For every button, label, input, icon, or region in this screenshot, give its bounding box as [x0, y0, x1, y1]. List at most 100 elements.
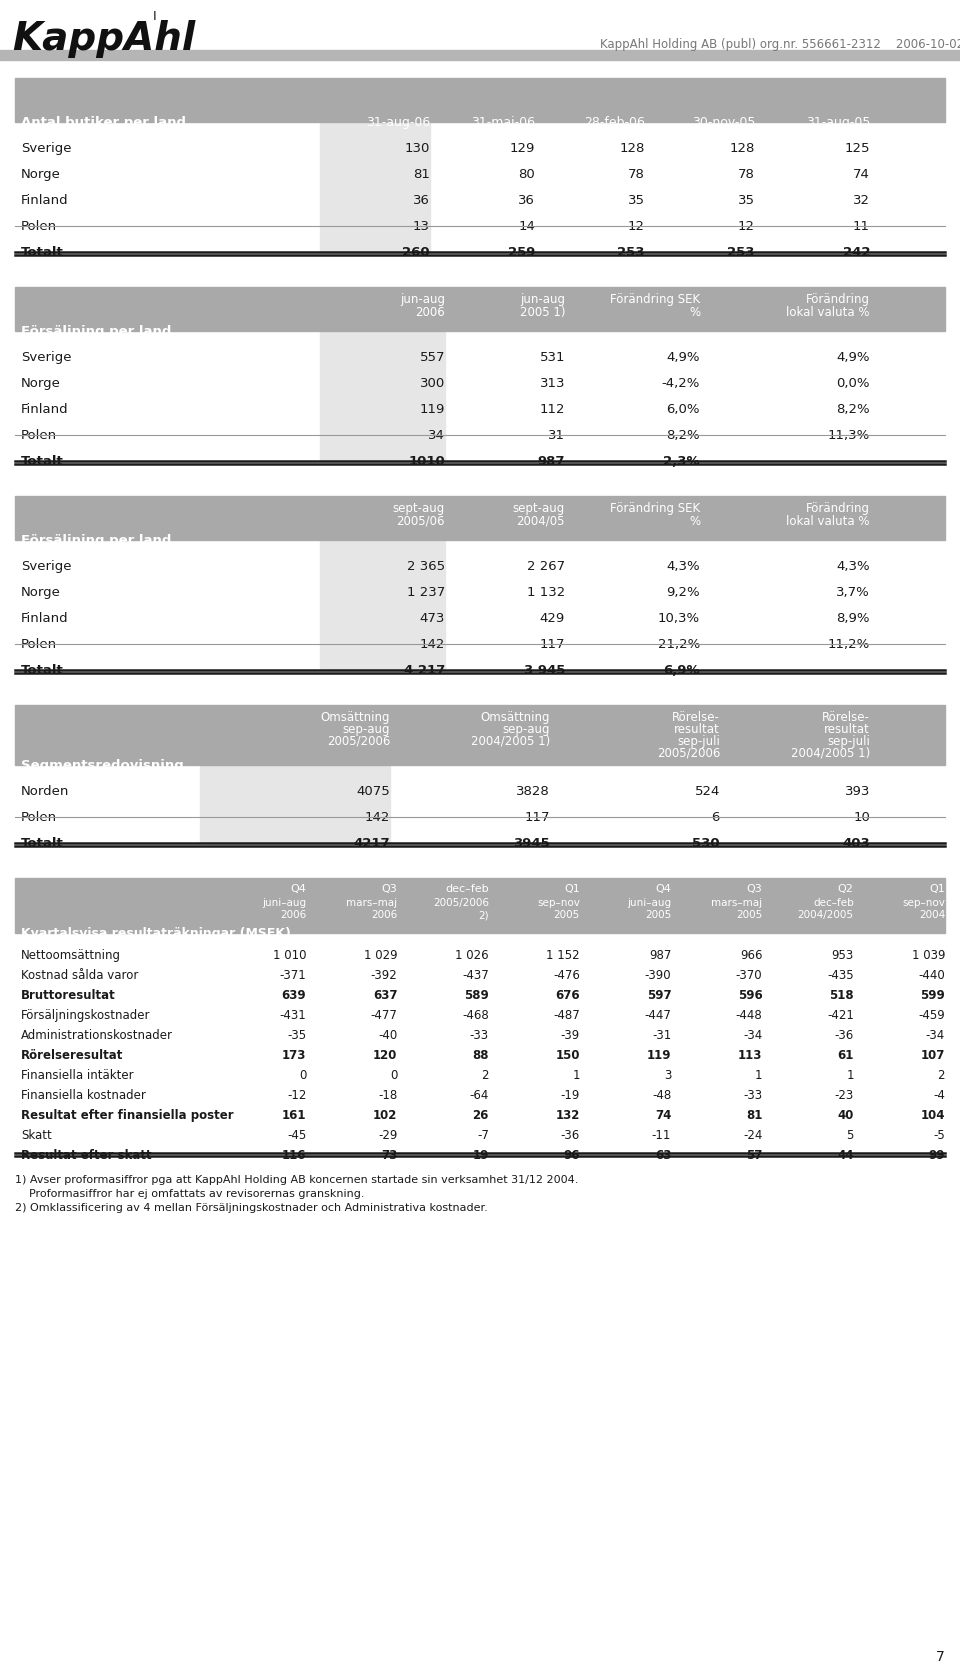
Text: sep-aug: sep-aug	[502, 724, 550, 735]
Text: 132: 132	[556, 1110, 580, 1121]
Text: 130: 130	[404, 142, 430, 155]
Text: 113: 113	[738, 1049, 762, 1063]
Text: 31-aug-06: 31-aug-06	[366, 115, 430, 129]
Text: Skatt: Skatt	[21, 1130, 52, 1141]
Text: 676: 676	[556, 989, 580, 1003]
Text: 2004/2005 1): 2004/2005 1)	[791, 747, 870, 760]
Text: 2005 1): 2005 1)	[519, 306, 565, 319]
Text: 117: 117	[540, 638, 565, 652]
Text: -23: -23	[834, 1089, 853, 1101]
Text: 253: 253	[728, 246, 755, 259]
Text: 596: 596	[737, 989, 762, 1003]
Text: 11: 11	[853, 221, 870, 232]
Text: 128: 128	[730, 142, 755, 155]
Text: -39: -39	[561, 1029, 580, 1043]
Text: Försäljning per land: Försäljning per land	[21, 324, 172, 338]
Text: Nettoomsättning: Nettoomsättning	[21, 949, 121, 962]
Text: -476: -476	[553, 969, 580, 983]
Text: sept-aug: sept-aug	[393, 501, 445, 515]
Text: -64: -64	[469, 1089, 489, 1101]
Text: Finland: Finland	[21, 403, 68, 416]
Text: 3: 3	[664, 1069, 671, 1083]
Text: 80: 80	[518, 169, 535, 180]
Text: -371: -371	[279, 969, 306, 983]
Text: Finland: Finland	[21, 612, 68, 625]
Text: Polen: Polen	[21, 429, 58, 443]
Text: 0: 0	[390, 1069, 397, 1083]
Text: 173: 173	[282, 1049, 306, 1063]
Text: 4,3%: 4,3%	[836, 560, 870, 573]
Text: 4 217: 4 217	[404, 663, 445, 677]
Text: 2005/06: 2005/06	[396, 515, 445, 528]
Text: 28-feb-06: 28-feb-06	[584, 115, 645, 129]
Text: 2006: 2006	[416, 306, 445, 319]
Text: 3945: 3945	[514, 837, 550, 851]
Text: -35: -35	[287, 1029, 306, 1043]
Text: 966: 966	[740, 949, 762, 962]
Text: 2004/2005 1): 2004/2005 1)	[470, 735, 550, 749]
Text: 102: 102	[373, 1110, 397, 1121]
Text: -48: -48	[652, 1089, 671, 1101]
Text: 300: 300	[420, 378, 445, 389]
Text: Q1: Q1	[564, 884, 580, 894]
Text: Totalt: Totalt	[21, 455, 63, 468]
Text: Finland: Finland	[21, 194, 68, 207]
Text: Rörelseresultat: Rörelseresultat	[21, 1049, 124, 1063]
Text: -29: -29	[378, 1130, 397, 1141]
Text: 524: 524	[695, 785, 720, 799]
Text: 1) Avser proformasiffror pga att KappAhl Holding AB koncernen startade sin verks: 1) Avser proformasiffror pga att KappAhl…	[15, 1175, 578, 1185]
Text: 403: 403	[842, 837, 870, 851]
Text: 96: 96	[564, 1150, 580, 1161]
Text: -421: -421	[827, 1009, 853, 1023]
Text: 119: 119	[420, 403, 445, 416]
Text: 8,2%: 8,2%	[836, 403, 870, 416]
Text: -440: -440	[919, 969, 945, 983]
Text: 2005: 2005	[554, 911, 580, 921]
Text: 1010: 1010	[408, 455, 445, 468]
Text: 5: 5	[847, 1130, 853, 1141]
Text: 313: 313	[540, 378, 565, 389]
Text: 242: 242	[843, 246, 870, 259]
Text: 34: 34	[428, 429, 445, 443]
Text: 35: 35	[738, 194, 755, 207]
Text: 8,9%: 8,9%	[836, 612, 870, 625]
Text: -18: -18	[378, 1089, 397, 1101]
Text: jun-aug: jun-aug	[400, 292, 445, 306]
Text: Resultat efter finansiella poster: Resultat efter finansiella poster	[21, 1110, 233, 1121]
Text: 2004/2005: 2004/2005	[798, 911, 853, 921]
Text: Q3: Q3	[747, 884, 762, 894]
Text: Bruttoresultat: Bruttoresultat	[21, 989, 116, 1003]
Text: Kvartalsvisa resultaträkningar (MSEK): Kvartalsvisa resultaträkningar (MSEK)	[21, 927, 291, 941]
Text: -4,2%: -4,2%	[661, 378, 700, 389]
Text: Q2: Q2	[838, 884, 853, 894]
Text: Totalt: Totalt	[21, 663, 63, 677]
Text: Norge: Norge	[21, 169, 60, 180]
Text: 2,3%: 2,3%	[663, 455, 700, 468]
Text: 125: 125	[845, 142, 870, 155]
Text: 0: 0	[299, 1069, 306, 1083]
Text: 104: 104	[921, 1110, 945, 1121]
Text: Finansiella kostnader: Finansiella kostnader	[21, 1089, 146, 1101]
Text: Q3: Q3	[382, 884, 397, 894]
Text: Polen: Polen	[21, 810, 58, 824]
Text: Totalt: Totalt	[21, 246, 63, 259]
Text: Totalt: Totalt	[21, 837, 63, 851]
Text: jun-aug: jun-aug	[520, 292, 565, 306]
Text: 1: 1	[847, 1069, 853, 1083]
Text: 161: 161	[281, 1110, 306, 1121]
Text: -447: -447	[644, 1009, 671, 1023]
Text: 597: 597	[647, 989, 671, 1003]
Text: Omsättning: Omsättning	[481, 710, 550, 724]
Text: 2 365: 2 365	[407, 560, 445, 573]
Text: Kostnad sålda varor: Kostnad sålda varor	[21, 969, 138, 983]
Text: 1 029: 1 029	[364, 949, 397, 962]
Text: 2: 2	[938, 1069, 945, 1083]
Text: 74: 74	[853, 169, 870, 180]
Text: 530: 530	[692, 837, 720, 851]
Text: 81: 81	[413, 169, 430, 180]
Text: 78: 78	[738, 169, 755, 180]
Text: 3 945: 3 945	[523, 663, 565, 677]
Text: Polen: Polen	[21, 638, 58, 652]
Text: 107: 107	[921, 1049, 945, 1063]
Text: 36: 36	[518, 194, 535, 207]
